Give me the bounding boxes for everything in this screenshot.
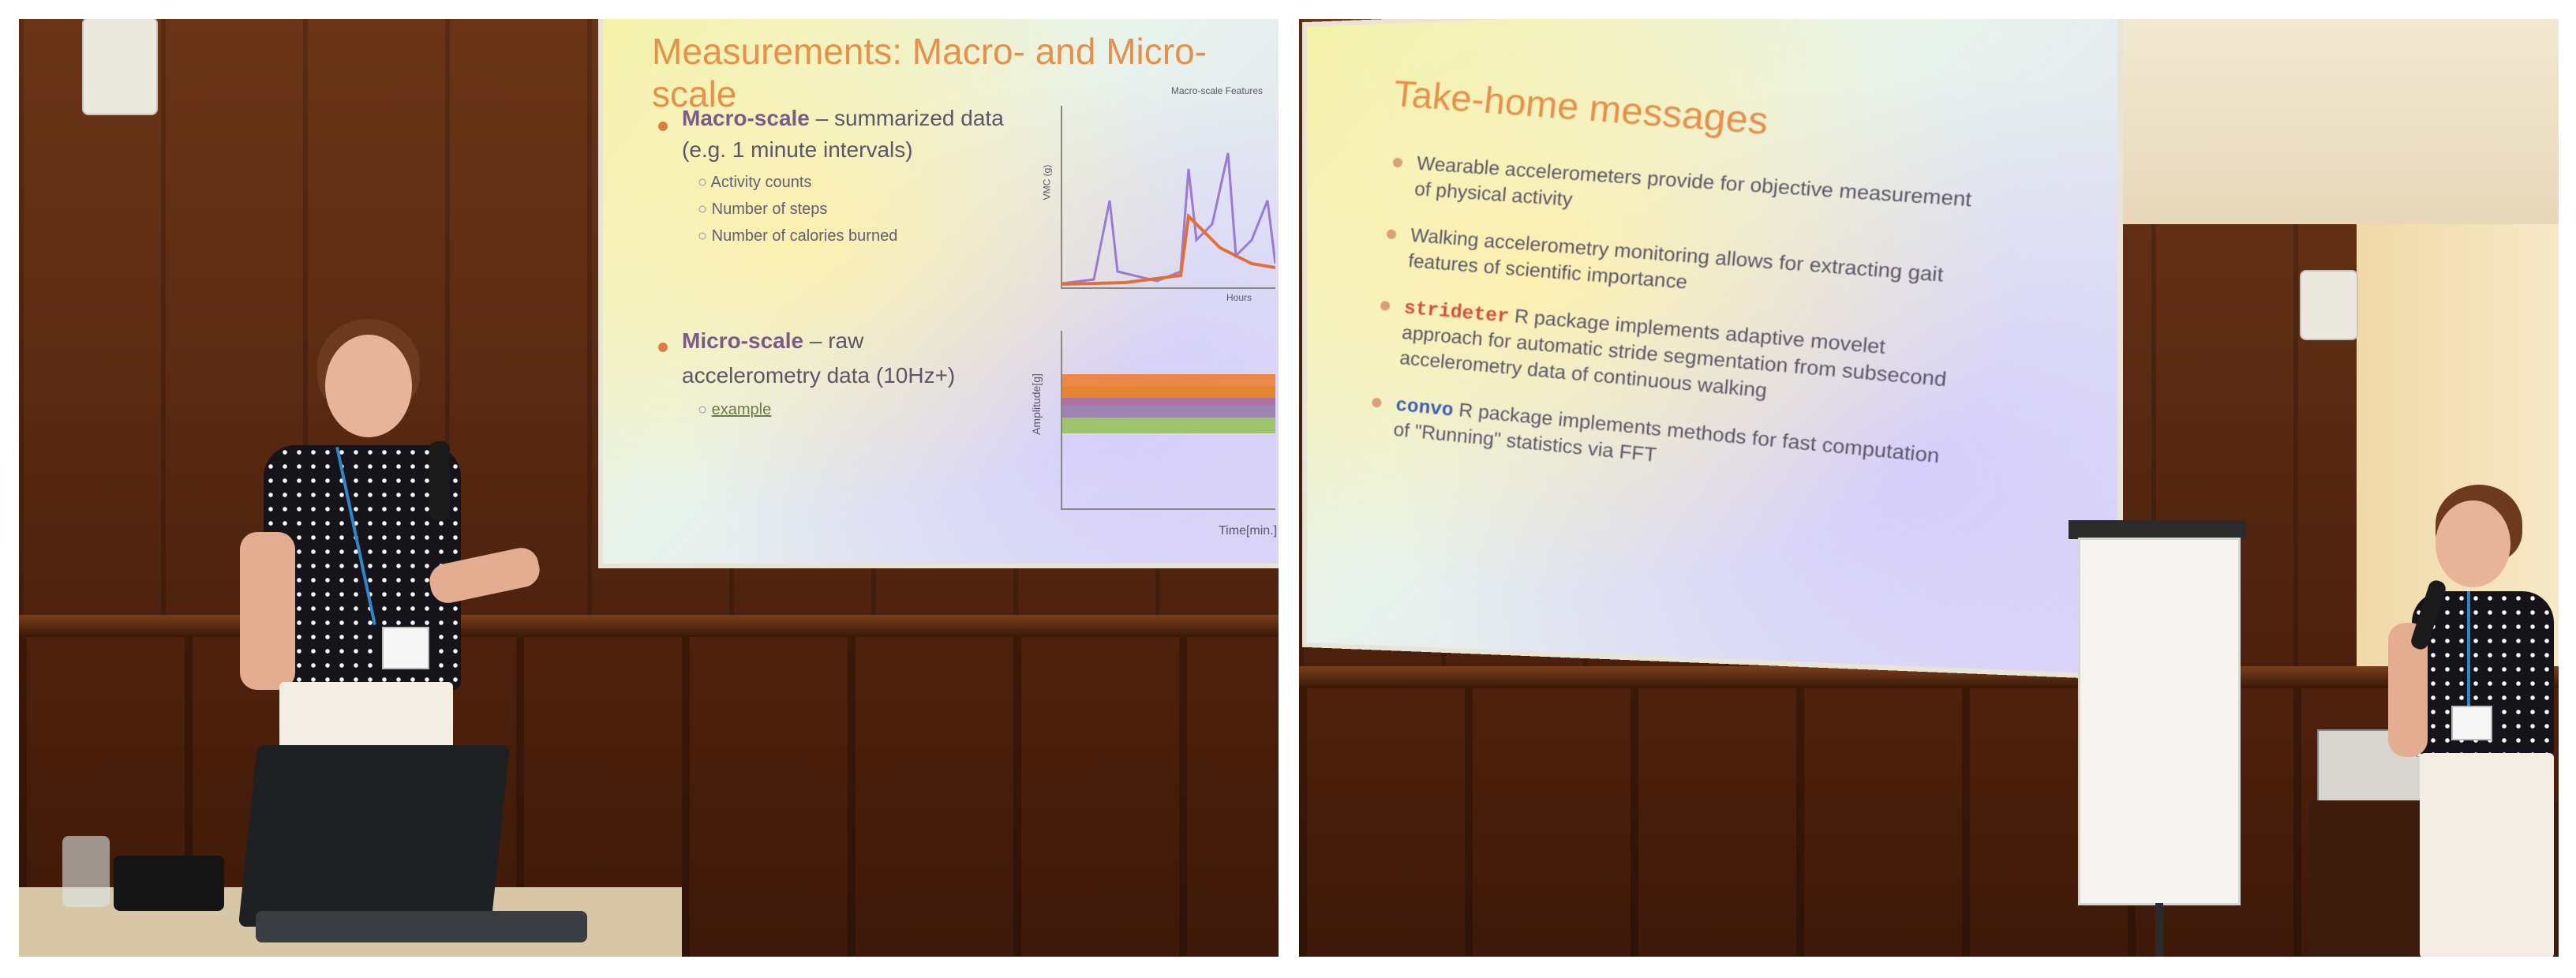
bullet-micro-rest: – raw: [803, 328, 863, 353]
name-badge: [2451, 706, 2492, 740]
projection-screen-right: Take-home messages Wearable acceleromete…: [1307, 19, 2117, 674]
bullet-micro-line2: accelerometry data (10Hz+): [682, 363, 955, 388]
macro-chart-xlabel: Hours: [1226, 292, 1252, 303]
macro-chart-ylabel: VMC (g): [1041, 165, 1052, 200]
white-pants: [2420, 753, 2554, 957]
wall-speaker: [2301, 272, 2357, 339]
projection-screen-left: Measurements: Macro- and Micro-scale Mac…: [603, 19, 1279, 564]
slide-title: Measurements: Macro- and Micro-scale: [652, 30, 1279, 115]
bullet-dot: [1372, 397, 1382, 407]
flipchart: [2080, 540, 2238, 903]
term-macro: Macro-scale: [682, 106, 810, 130]
micro-chart-svg: [1062, 331, 1275, 508]
bullet-dot: [1386, 229, 1396, 239]
example-link: example: [712, 401, 772, 418]
chair-rail: [1299, 666, 2559, 688]
lanyard: [2467, 591, 2470, 710]
face: [325, 335, 412, 437]
macro-chart-title: Macro-scale Features: [1171, 85, 1263, 96]
term-micro: Micro-scale: [682, 328, 803, 353]
wall-speaker: [84, 19, 156, 114]
bullet-macro-line2: (e.g. 1 minute intervals): [682, 137, 913, 163]
bag: [114, 856, 224, 911]
left-photo: Measurements: Macro- and Micro-scale Mac…: [19, 19, 1279, 957]
bullet-dot: [658, 122, 668, 131]
subitem-link: example: [698, 401, 771, 419]
bullet-macro-rest: – summarized data: [810, 106, 1004, 130]
micro-chart-ylabel: Amplitude[g]: [1030, 373, 1043, 435]
laptop-keyboard: [256, 911, 587, 942]
micro-chart: [1061, 331, 1275, 510]
macro-series-line: [1062, 153, 1275, 283]
chair-rail: [19, 615, 1279, 637]
laptop: [238, 745, 510, 927]
subitem: Number of steps: [698, 200, 827, 219]
right-photo: Take-home messages Wearable acceleromete…: [1299, 19, 2559, 957]
microphone: [429, 441, 450, 520]
presenter-right: [2380, 485, 2559, 957]
bullet-dot: [1380, 301, 1391, 311]
bullet-micro: Micro-scale – raw: [682, 328, 863, 354]
subitem: Activity counts: [698, 174, 811, 192]
macro-chart-svg: [1062, 106, 1275, 287]
flipchart-stand: [2155, 903, 2163, 957]
bullet-dot: [658, 343, 668, 352]
arm: [240, 532, 295, 690]
code-convo: convo: [1395, 395, 1455, 422]
flipchart-header: [2069, 520, 2246, 539]
bullet-macro: Macro-scale – summarized data: [682, 106, 1004, 131]
micro-chart-xlabel: Time[min.]: [1219, 524, 1277, 538]
micro-band-purple: [1062, 398, 1275, 418]
bullet-dot: [1392, 158, 1402, 168]
subitem: Number of calories burned: [698, 227, 897, 245]
face: [2436, 500, 2510, 587]
macro-chart: [1061, 106, 1275, 289]
glass: [62, 836, 110, 907]
slide-title: Take-home messages: [1391, 71, 1770, 143]
name-badge: [382, 627, 429, 669]
